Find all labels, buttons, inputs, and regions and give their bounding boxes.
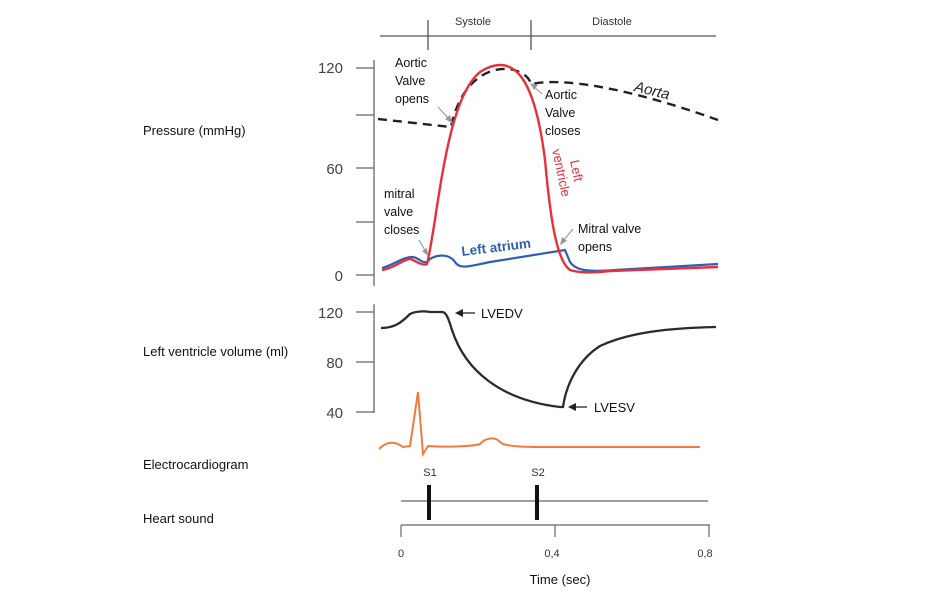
ecg-row-label: Electrocardiogram (143, 457, 249, 472)
arrow-head (422, 248, 428, 256)
pressure-axis: 120 60 0 (318, 60, 375, 286)
volume-axis: 120 80 40 (318, 304, 375, 422)
pressure-row-label: Pressure (mmHg) (143, 123, 246, 138)
left-ventricle-label-line-2: ventricle (549, 148, 574, 198)
aortic-valve-closes-annotation: Aortic Valve closes (530, 83, 580, 138)
time-axis: 0 0,4 0,8 Time (sec) (398, 524, 713, 587)
volume-tick-label: 40 (326, 405, 343, 422)
arrow-head (568, 403, 576, 411)
annotation-line: Aortic (395, 56, 427, 70)
annotation-line: opens (578, 240, 612, 254)
lvedv-label: LVEDV (481, 306, 523, 321)
s2-label: S2 (531, 467, 544, 479)
annotation-arrow (562, 228, 574, 242)
arrow-head (560, 237, 567, 245)
ecg-trace (378, 391, 700, 458)
arrow-head (530, 83, 538, 90)
heart-sound-track: S1 S2 (401, 467, 708, 520)
annotation-line: mitral (384, 187, 415, 201)
annotation-line: Mitral valve (578, 222, 641, 236)
volume-tick-label: 120 (318, 305, 343, 322)
annotation-line: Aortic (545, 88, 577, 102)
annotation-line: closes (545, 124, 580, 138)
volume-row-label: Left ventricle volume (ml) (143, 344, 288, 359)
time-tick-label: 0 (398, 548, 404, 560)
annotation-line: Valve (395, 74, 425, 88)
aorta-label: Aorta (632, 78, 672, 103)
mitral-valve-closes-annotation: mitral valve closes (384, 187, 428, 256)
diastole-label: Diastole (592, 16, 632, 28)
time-tick-label: 0,4 (544, 548, 559, 560)
sound-row-label: Heart sound (143, 511, 214, 526)
annotation-line: closes (384, 223, 419, 237)
time-axis-title: Time (sec) (530, 572, 591, 587)
pressure-tick-label: 60 (326, 161, 343, 178)
left-ventricle-pressure-curve (381, 63, 719, 274)
time-tick-label: 0,8 (697, 548, 712, 560)
systole-label: Systole (455, 16, 491, 28)
arrow-head (445, 115, 453, 124)
annotation-line: opens (395, 92, 429, 106)
left-atrium-pressure-curve (381, 248, 719, 272)
left-ventricle-label-line-1: Left (567, 159, 586, 184)
ventricle-volume-curve (380, 310, 717, 409)
lvesv-annotation: LVESV (568, 400, 635, 415)
s1-label: S1 (423, 467, 436, 479)
lvesv-label: LVESV (594, 400, 635, 415)
lvedv-annotation: LVEDV (455, 306, 523, 321)
aortic-valve-opens-annotation: Aortic Valve opens (395, 56, 453, 124)
pressure-tick-label: 0 (335, 268, 343, 285)
volume-tick-label: 80 (326, 355, 343, 372)
pressure-tick-label: 120 (318, 60, 343, 77)
annotation-line: Valve (545, 106, 575, 120)
mitral-valve-opens-annotation: Mitral valve opens (560, 222, 641, 254)
annotation-line: valve (384, 205, 413, 219)
phase-bar: Systole Diastole (380, 16, 716, 50)
arrow-head (455, 309, 463, 317)
left-atrium-label: Left atrium (461, 236, 532, 259)
